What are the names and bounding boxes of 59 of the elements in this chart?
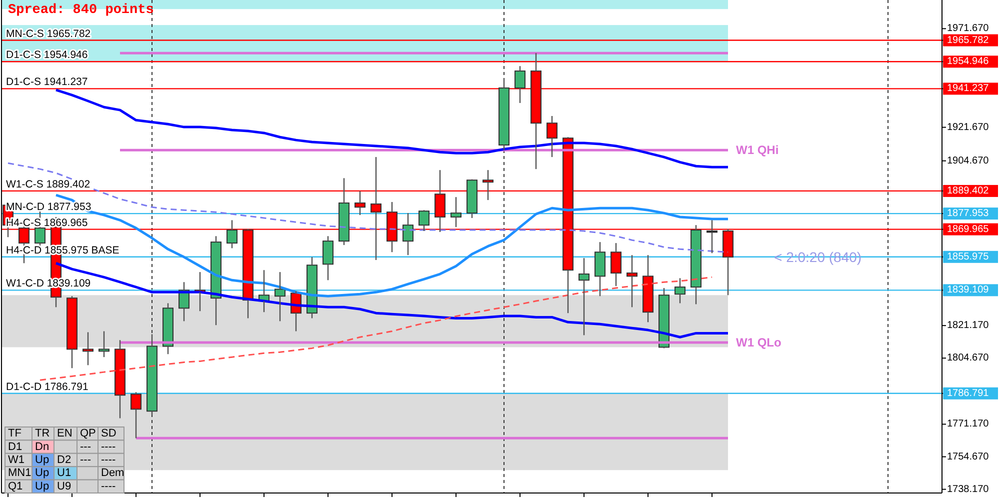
y-tick-label: 1904.670 xyxy=(947,155,990,166)
text: Up xyxy=(35,454,50,466)
y-tick-label: 1754.670 xyxy=(947,451,990,462)
series-label: W1 QLo xyxy=(736,335,782,350)
candlestick xyxy=(626,254,638,308)
candlestick xyxy=(610,242,622,287)
candlestick xyxy=(402,212,414,256)
series-label: W1 QHi xyxy=(736,143,779,158)
text: --- xyxy=(80,454,91,466)
y-tick-label: 1855.975 xyxy=(947,251,990,262)
y-tick-label: 1889.402 xyxy=(947,185,990,196)
category-label: D1 xyxy=(8,440,22,453)
y-tick-label: 1786.791 xyxy=(947,388,990,399)
y-tick-label: 1804.670 xyxy=(947,352,990,364)
y-tick-label: 1921.670 xyxy=(947,122,990,133)
candlestick xyxy=(82,332,94,366)
category-label: QP xyxy=(80,428,96,440)
text: TF xyxy=(8,428,22,440)
text: Up xyxy=(35,467,50,480)
text: U1 xyxy=(57,467,72,480)
category-label: EN xyxy=(57,428,72,440)
ref-line-label: D1-C-S 1941.237 xyxy=(6,76,88,88)
ref-line-label: D1-C-D 1786.791 xyxy=(6,380,88,393)
y-tick-label: 1839.109 xyxy=(947,284,990,296)
y-tick-label: 1877.953 xyxy=(947,208,990,220)
candlestick xyxy=(274,271,286,322)
y-tick-label: 1738.170 xyxy=(947,484,990,495)
y-tick-label: 1771.170 xyxy=(947,418,990,430)
text: Dem xyxy=(101,467,124,480)
category-label: MN1 xyxy=(8,467,32,480)
text: D2 xyxy=(57,454,72,466)
annotation: Spread: 840 points xyxy=(8,3,154,18)
line-series xyxy=(54,88,730,168)
text: ---- xyxy=(101,454,116,466)
y-tick-label: 1965.782 xyxy=(947,34,990,46)
ref-line-label: MN-C-S 1965.782 xyxy=(6,28,91,40)
text: ---- xyxy=(101,480,116,492)
category-label: W1 xyxy=(8,454,24,466)
text: ---- xyxy=(101,440,116,453)
text: Dn xyxy=(35,440,50,453)
y-tick-label: 1954.946 xyxy=(947,56,990,68)
candlestick xyxy=(450,196,462,228)
candlestick xyxy=(706,220,718,254)
candlestick xyxy=(114,340,126,419)
ref-line-label: W1-C-S 1889.402 xyxy=(6,178,90,190)
ref-line-label: D1-C-S 1954.946 xyxy=(6,49,88,62)
category-label: SD xyxy=(101,428,116,440)
candlestick xyxy=(642,254,654,323)
y-tick-label: 1869.965 xyxy=(947,224,990,235)
text: --- xyxy=(80,440,91,453)
candlestick xyxy=(594,241,606,297)
candlestick xyxy=(578,257,590,336)
category-label: TR xyxy=(35,428,50,440)
category-label: Q1 xyxy=(8,480,23,492)
text: U9 xyxy=(57,480,72,492)
y-tick-label: 1941.237 xyxy=(947,83,990,94)
text: Up xyxy=(35,480,50,492)
y-tick-label: 1821.170 xyxy=(947,320,990,332)
y-tick-label: 1971.670 xyxy=(947,23,990,34)
